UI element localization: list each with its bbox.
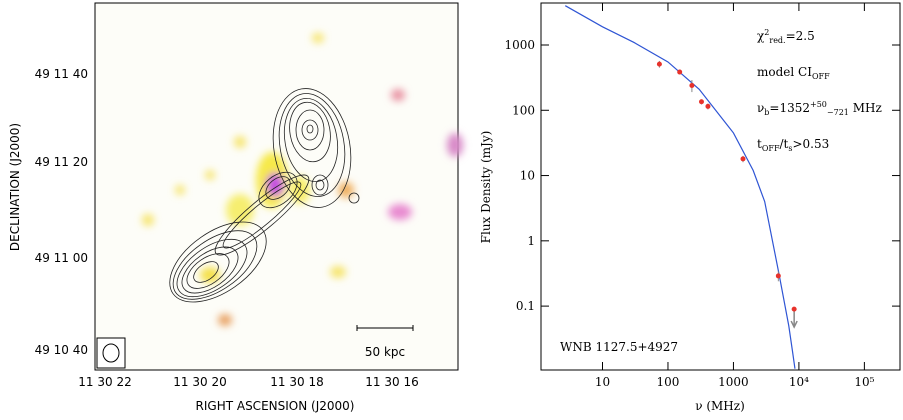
x-tick-label: 11 30 16 (365, 375, 418, 389)
x-tick-label: 10⁴ (789, 375, 809, 389)
y-tick-label: 1000 (504, 38, 535, 52)
x-tick-label: 100 (657, 375, 680, 389)
y-tick-label: 49 11 00 (35, 251, 88, 265)
figure: 50 kpc 11 30 22 11 30 20 11 30 18 11 30 … (0, 0, 903, 420)
plot-frame (541, 3, 900, 370)
figure-svg: 50 kpc 11 30 22 11 30 20 11 30 18 11 30 … (0, 0, 903, 420)
data-point (689, 83, 694, 88)
data-point (677, 70, 682, 75)
data-point (741, 156, 746, 161)
annotation: model CIOFF (757, 65, 830, 81)
y-tick-label: 49 11 20 (35, 155, 88, 169)
annotation-part: −721 (827, 108, 849, 117)
data-point (657, 62, 662, 67)
y-axis-label: DECLINATION (J2000) (8, 123, 22, 251)
x-tick-label: 11 30 22 (78, 375, 131, 389)
data-point (776, 273, 781, 278)
y-tick-label: 10 (520, 169, 535, 183)
annotation-part: >0.53 (792, 137, 829, 151)
x-tick-label: 11 30 18 (270, 375, 323, 389)
beam-box (97, 338, 125, 368)
data-point (705, 104, 710, 109)
x-tick-label: 10 (595, 375, 610, 389)
model-curve (565, 6, 795, 369)
annotation-part: OFF (812, 72, 830, 81)
annotation-part: /t (780, 137, 789, 151)
annotation-part: +50 (810, 100, 827, 109)
y-tick-label: 100 (512, 103, 535, 117)
data-point (792, 307, 797, 312)
annotation-part: =2.5 (786, 29, 815, 43)
annotation: χ2red.=2.5 (757, 28, 815, 45)
annotation: νb=1352+50−721 MHz (757, 100, 882, 117)
x-axis-label: RIGHT ASCENSION (J2000) (196, 399, 355, 413)
y-tick-label: 49 10 40 (35, 343, 88, 357)
data-point (699, 99, 704, 104)
annotation: tOFF/ts>0.53 (757, 137, 829, 153)
x-axis-label: ν (MHz) (695, 399, 745, 413)
upper-limit-arrow (791, 309, 797, 327)
annotation-part: =1352 (769, 101, 810, 115)
image-panel: 50 kpc 11 30 22 11 30 20 11 30 18 11 30 … (8, 3, 463, 413)
annotation-part: model CI (757, 65, 812, 79)
annotation-part: red. (769, 36, 785, 45)
y-axis-label: Flux Density (mJy) (479, 131, 493, 244)
source-label: WNB 1127.5+4927 (560, 340, 678, 354)
annotation-part: OFF (762, 144, 780, 153)
annotation-part: ν (757, 101, 764, 115)
annotation-part: MHz (849, 101, 882, 115)
y-tick-label: 49 11 40 (35, 67, 88, 81)
y-tick-label: 0.1 (516, 299, 535, 313)
x-tick-label: 10⁵ (854, 375, 874, 389)
scale-bar-label: 50 kpc (365, 345, 405, 359)
x-tick-label: 1000 (718, 375, 749, 389)
y-tick-label: 1 (527, 234, 535, 248)
x-tick-label: 11 30 20 (173, 375, 226, 389)
